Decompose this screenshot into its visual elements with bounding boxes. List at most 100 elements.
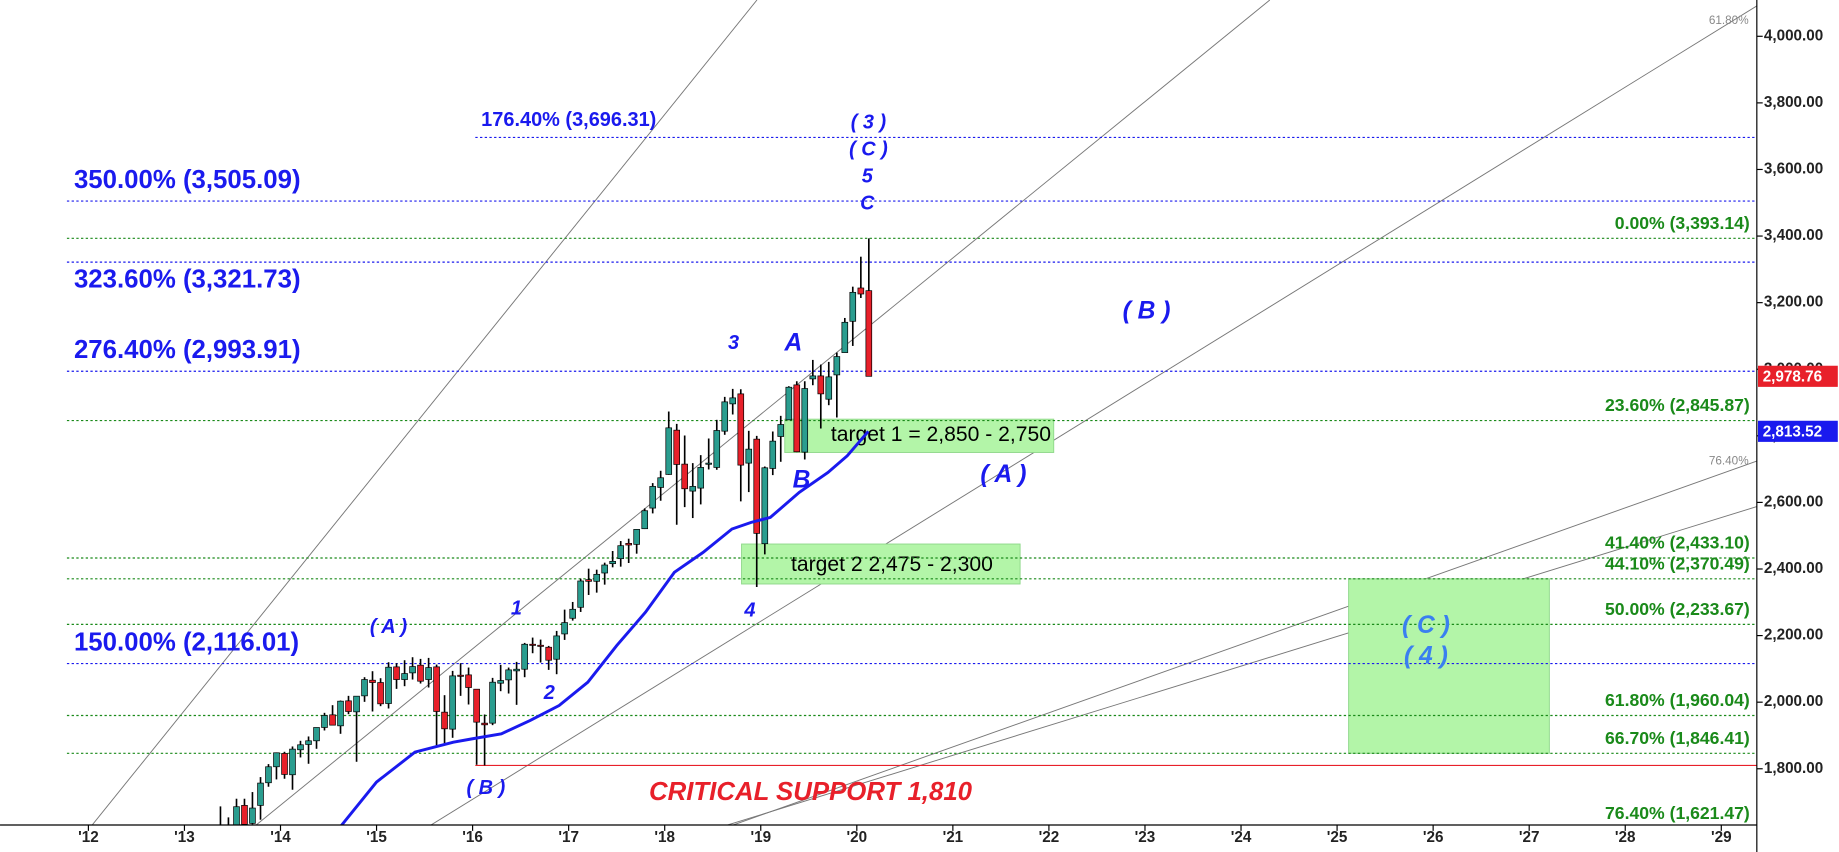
candle-body bbox=[441, 711, 448, 730]
wave-label: 1 bbox=[511, 597, 522, 619]
candle-body bbox=[601, 564, 608, 574]
candle-body bbox=[385, 666, 392, 704]
candle-body bbox=[353, 695, 360, 713]
x-tick-label: '16 bbox=[462, 829, 483, 846]
x-tick-label: '29 bbox=[1711, 829, 1732, 846]
level-label: 76.40% (1,621.47) bbox=[1605, 803, 1750, 823]
y-tick-label: 1,800.00 bbox=[1764, 760, 1823, 777]
x-tick-label: '15 bbox=[366, 829, 387, 846]
candle-body bbox=[305, 740, 312, 745]
candle-body bbox=[625, 543, 632, 546]
y-tick-label: 3,200.00 bbox=[1764, 294, 1823, 311]
support-label: CRITICAL SUPPORT 1,810 bbox=[649, 778, 973, 806]
candle-body bbox=[761, 467, 769, 545]
candle-body bbox=[689, 486, 697, 492]
candle-body bbox=[729, 397, 736, 405]
candle-body bbox=[817, 375, 825, 395]
candle-body bbox=[497, 680, 504, 684]
candle-body bbox=[857, 287, 865, 295]
level-label: 66.70% (1,846.41) bbox=[1605, 728, 1750, 748]
level-label: 44.10% (2,370.49) bbox=[1605, 553, 1750, 573]
wave-label: C bbox=[860, 192, 875, 214]
y-tick-label: 2,000.00 bbox=[1764, 693, 1823, 710]
candle-body bbox=[329, 714, 336, 726]
candle-body bbox=[273, 752, 280, 768]
candle-body bbox=[489, 681, 496, 724]
level-label: 276.40% (2,993.91) bbox=[74, 336, 301, 364]
x-tick-label: '24 bbox=[1231, 829, 1252, 846]
candle-body bbox=[513, 668, 520, 672]
candle-body bbox=[753, 438, 761, 534]
candle-body bbox=[377, 682, 384, 705]
candle-body bbox=[697, 467, 705, 489]
candle-body bbox=[673, 429, 681, 465]
candle-body bbox=[545, 646, 552, 661]
wave-label: ( C ) bbox=[1402, 612, 1450, 639]
candle-body bbox=[665, 427, 673, 475]
candle-body bbox=[633, 529, 640, 545]
wave-label: ( C ) bbox=[849, 138, 888, 160]
level-label: 176.40% (3,696.31) bbox=[481, 109, 656, 131]
candle-body bbox=[409, 666, 416, 674]
x-axis-band bbox=[0, 825, 1839, 852]
candle-body bbox=[609, 560, 616, 565]
candle-body bbox=[825, 376, 833, 400]
fan-line bbox=[430, 5, 1757, 826]
candle-body bbox=[393, 666, 400, 680]
candle-body bbox=[713, 430, 721, 468]
target-zone bbox=[741, 543, 1021, 585]
candle-body bbox=[785, 386, 793, 421]
wave-label: ( A ) bbox=[370, 616, 408, 638]
wave-label: ( B ) bbox=[1123, 298, 1171, 325]
candle-body bbox=[841, 321, 849, 353]
y-tick-label: 2,600.00 bbox=[1764, 493, 1823, 510]
candle-body bbox=[537, 644, 544, 647]
wave-label: ( 4 ) bbox=[1404, 643, 1448, 670]
candle-body bbox=[417, 664, 424, 682]
candle-body bbox=[473, 688, 480, 723]
candle-body bbox=[433, 666, 440, 712]
x-tick-label: '25 bbox=[1327, 829, 1348, 846]
candle-body bbox=[465, 674, 472, 688]
fan-line bbox=[731, 460, 1757, 826]
price-box bbox=[1758, 420, 1838, 442]
level-label: 23.60% (2,845.87) bbox=[1605, 395, 1750, 415]
candle-body bbox=[649, 486, 656, 509]
candle-body bbox=[313, 727, 320, 742]
candle-body bbox=[849, 291, 857, 322]
candle-body bbox=[809, 375, 817, 380]
candle-body bbox=[257, 782, 264, 806]
candle-body bbox=[577, 580, 584, 608]
candle-body bbox=[369, 679, 376, 683]
x-tick-label: '27 bbox=[1519, 829, 1540, 846]
candle-body bbox=[833, 356, 841, 376]
candle-body bbox=[593, 573, 600, 582]
candle-body bbox=[617, 545, 625, 560]
wave-label: ( B ) bbox=[466, 777, 505, 799]
candle-body bbox=[249, 807, 256, 824]
x-tick-label: '13 bbox=[174, 829, 195, 846]
level-label: 50.00% (2,233.67) bbox=[1605, 599, 1750, 619]
target-zone bbox=[784, 418, 1055, 453]
level-label: 150.00% (2,116.01) bbox=[74, 628, 299, 656]
candle-body bbox=[345, 700, 352, 712]
x-tick-label: '28 bbox=[1615, 829, 1636, 846]
candle-body bbox=[657, 477, 664, 488]
candle-body bbox=[481, 722, 488, 726]
candle-body bbox=[521, 643, 528, 670]
candle-body bbox=[553, 635, 560, 660]
wave-label: ( A ) bbox=[980, 461, 1026, 488]
candle-body bbox=[281, 753, 288, 775]
fan-line bbox=[727, 506, 1757, 826]
candle-body bbox=[585, 579, 592, 582]
wave-label: 4 bbox=[743, 600, 755, 622]
candle-body bbox=[561, 622, 568, 635]
candle-body bbox=[801, 388, 809, 453]
x-tick-label: '26 bbox=[1423, 829, 1444, 846]
candle-body bbox=[569, 608, 576, 619]
wave-label: B bbox=[793, 467, 811, 494]
level-label: 350.00% (3,505.09) bbox=[74, 166, 301, 194]
fan-line bbox=[91, 0, 758, 826]
level-label: 41.40% (2,433.10) bbox=[1605, 533, 1750, 553]
